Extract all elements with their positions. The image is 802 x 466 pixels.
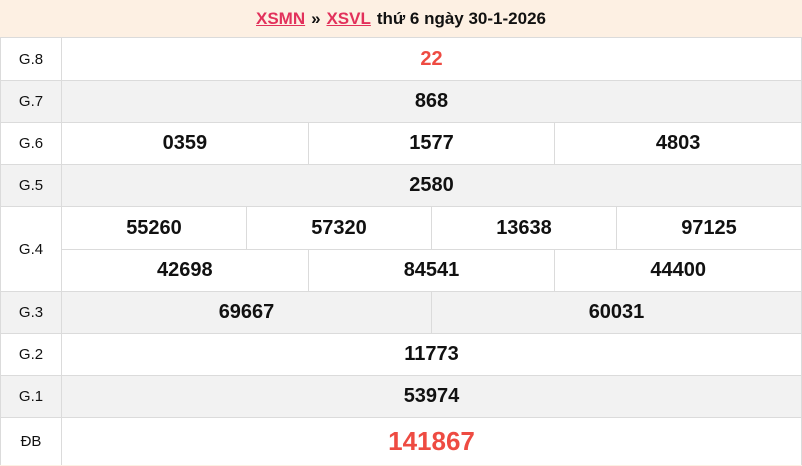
xsvl-link[interactable]: XSVL — [326, 8, 371, 28]
prize-value: 11773 — [404, 343, 459, 365]
prize-row-db: ĐB 141867 — [1, 417, 801, 465]
prize-value: 42698 — [157, 259, 213, 281]
prize-value-jackpot: 141867 — [388, 426, 475, 456]
prize-subrow: 42698 84541 44400 — [62, 249, 801, 291]
prize-row-g4: G.4 55260 57320 13638 97125 42698 84541 … — [1, 206, 801, 291]
prize-value: 2580 — [409, 174, 454, 196]
page-title: XSMN » XSVL thứ 6 ngày 30-1-2026 — [0, 0, 802, 37]
prize-value: 1577 — [307, 123, 555, 164]
prize-value: 53974 — [403, 385, 460, 407]
prize-value: 84541 — [307, 250, 555, 291]
prize-label: G.8 — [1, 38, 62, 80]
prize-row-g1: G.1 53974 — [1, 375, 801, 417]
prize-label: G.7 — [1, 81, 62, 122]
prize-value: 97125 — [616, 207, 801, 249]
prize-value: 69667 — [218, 301, 275, 323]
xsmn-link[interactable]: XSMN — [256, 8, 306, 28]
title-date-text: thứ 6 ngày 30-1-2026 — [376, 8, 546, 28]
prize-row-g3: G.3 69667 60031 — [1, 291, 801, 333]
prize-value: 60031 — [431, 292, 801, 333]
prize-row-g7: G.7 868 — [1, 80, 801, 122]
prize-value: 57320 — [246, 207, 431, 249]
prize-value: 13638 — [431, 207, 616, 249]
results-table: G.8 22 G.7 868 G.6 0359 1577 4803 G.5 25… — [0, 37, 802, 465]
prize-row-g6: G.6 0359 1577 4803 — [1, 122, 801, 164]
prize-value: 22 — [420, 47, 443, 70]
prize-row-g5: G.5 2580 — [1, 164, 801, 206]
breadcrumb-separator: » — [311, 8, 321, 28]
prize-value: 4803 — [554, 123, 801, 164]
prize-row-g2: G.2 11773 — [1, 333, 801, 375]
prize-label: G.5 — [1, 165, 62, 206]
prize-row-g8: G.8 22 — [1, 38, 801, 80]
prize-label: G.1 — [1, 376, 62, 417]
prize-value: 0359 — [162, 132, 208, 154]
prize-label: G.6 — [1, 123, 62, 164]
prize-value: 55260 — [126, 216, 182, 239]
prize-subrow: 55260 57320 13638 97125 — [62, 207, 801, 249]
prize-value: 44400 — [554, 250, 801, 291]
prize-label: G.3 — [1, 292, 62, 333]
prize-label: ĐB — [1, 418, 62, 465]
prize-value: 868 — [414, 90, 449, 112]
prize-label: G.2 — [1, 334, 62, 375]
prize-label: G.4 — [1, 207, 62, 291]
